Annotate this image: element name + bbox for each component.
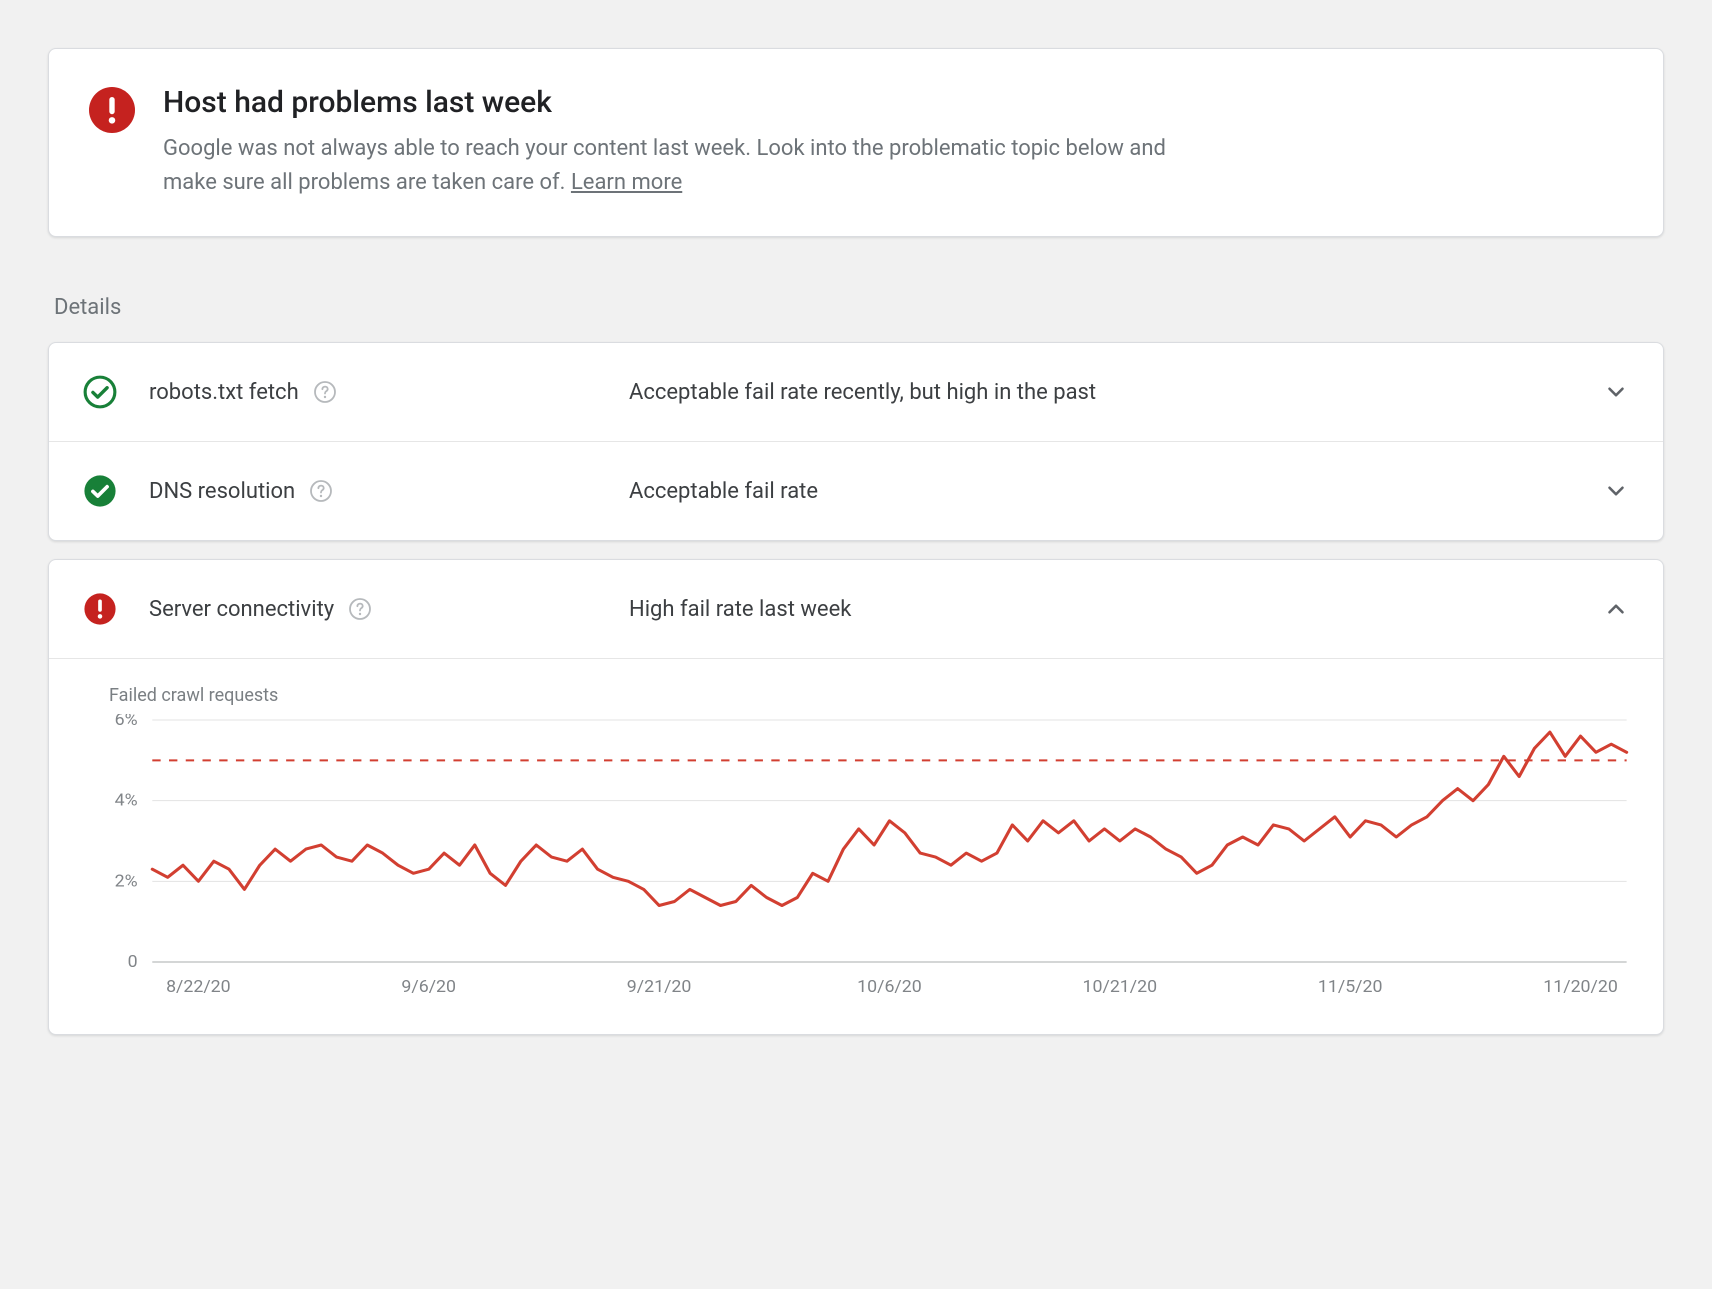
learn-more-link[interactable]: Learn more — [571, 170, 682, 195]
detail-row-server-expanded: Server connectivity High fail rate last … — [48, 559, 1664, 1035]
chart-title: Failed crawl requests — [109, 685, 1635, 706]
alert-title: Host had problems last week — [163, 83, 1183, 122]
detail-row-label: DNS resolution — [149, 479, 295, 504]
svg-text:8/22/20: 8/22/20 — [166, 978, 231, 998]
help-icon[interactable] — [313, 380, 337, 404]
svg-text:4%: 4% — [115, 791, 138, 811]
alert-body: Google was not always able to reach your… — [163, 132, 1183, 200]
help-icon[interactable] — [348, 597, 372, 621]
svg-text:10/21/20: 10/21/20 — [1083, 978, 1158, 998]
detail-row-desc: Acceptable fail rate — [629, 479, 1603, 504]
detail-row-robots[interactable]: robots.txt fetch Acceptable fail rate re… — [49, 343, 1663, 441]
error-icon — [83, 592, 117, 626]
svg-text:6%: 6% — [115, 714, 138, 730]
help-icon[interactable] — [309, 479, 333, 503]
section-heading-details: Details — [54, 295, 1664, 320]
svg-text:11/5/20: 11/5/20 — [1318, 978, 1383, 998]
host-status-alert: Host had problems last week Google was n… — [48, 48, 1664, 237]
error-icon — [89, 87, 135, 137]
detail-row-dns[interactable]: DNS resolution Acceptable fail rate — [49, 441, 1663, 540]
alert-text: Host had problems last week Google was n… — [163, 83, 1183, 200]
detail-row-label: Server connectivity — [149, 597, 334, 622]
check-filled-icon — [83, 474, 117, 508]
detail-row-label: robots.txt fetch — [149, 380, 299, 405]
svg-text:9/21/20: 9/21/20 — [627, 978, 692, 998]
check-outline-icon — [83, 375, 117, 409]
detail-row-desc: High fail rate last week — [629, 597, 1603, 622]
failed-crawl-chart-svg: 0 2% 4% 6% 8/22/20 9/6/20 9/21/20 10/6/20 10/21/… — [77, 714, 1635, 1004]
svg-text:0: 0 — [128, 953, 138, 973]
svg-text:9/6/20: 9/6/20 — [401, 978, 456, 998]
detail-row-desc: Acceptable fail rate recently, but high … — [629, 380, 1603, 405]
server-connectivity-chart: Failed crawl requests 0 2% 4% 6% 8/22/20 9/6/… — [49, 659, 1663, 1034]
svg-text:11/20/20: 11/20/20 — [1543, 978, 1618, 998]
svg-text:10/6/20: 10/6/20 — [857, 978, 922, 998]
details-list: robots.txt fetch Acceptable fail rate re… — [48, 342, 1664, 541]
chevron-up-icon — [1603, 596, 1629, 622]
svg-text:2%: 2% — [115, 872, 138, 892]
detail-row-server[interactable]: Server connectivity High fail rate last … — [49, 560, 1663, 659]
chevron-down-icon — [1603, 379, 1629, 405]
chevron-down-icon — [1603, 478, 1629, 504]
